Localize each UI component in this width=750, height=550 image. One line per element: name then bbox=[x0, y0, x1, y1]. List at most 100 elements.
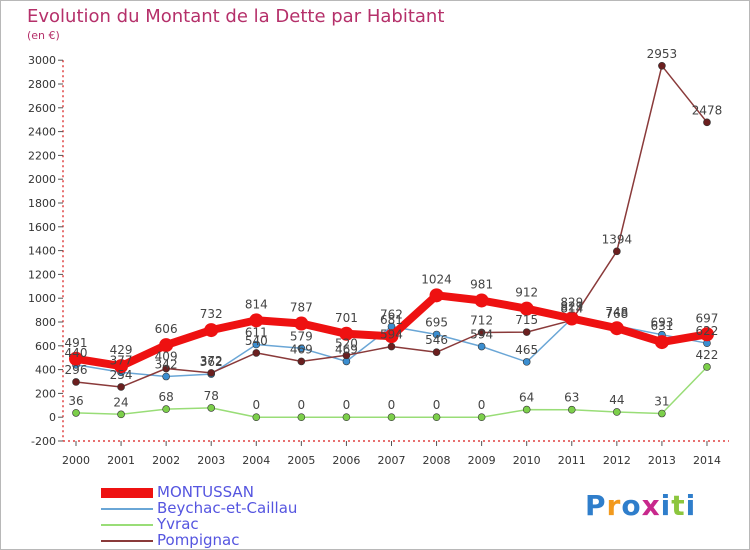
data-label-beychac-et-caillau: 465 bbox=[515, 343, 538, 357]
x-tick-label: 2003 bbox=[197, 454, 225, 467]
legend-swatch-beychac-et-caillau bbox=[101, 508, 153, 510]
x-tick-label: 2013 bbox=[648, 454, 676, 467]
data-point-montussan bbox=[519, 301, 534, 316]
y-tick-label: 2000 bbox=[28, 173, 56, 186]
y-tick-label: 1600 bbox=[28, 221, 56, 234]
data-label-yvrac: 0 bbox=[433, 398, 441, 412]
data-label-beychac-et-caillau: 469 bbox=[335, 342, 358, 356]
y-tick-label: 800 bbox=[35, 316, 56, 329]
data-point-montussan bbox=[69, 351, 83, 366]
x-tick-label: 2004 bbox=[242, 454, 270, 467]
data-point-yvrac bbox=[342, 413, 351, 422]
data-label-pompignac: 372 bbox=[200, 354, 223, 368]
data-point-yvrac bbox=[567, 405, 576, 414]
data-label-pompignac: 594 bbox=[380, 328, 403, 342]
data-point-montussan bbox=[699, 327, 714, 342]
data-point-pompignac bbox=[658, 61, 666, 70]
data-point-yvrac bbox=[297, 413, 306, 422]
data-point-beychac-et-caillau bbox=[522, 358, 531, 366]
data-point-beychac-et-caillau bbox=[252, 340, 261, 349]
data-label-yvrac: 0 bbox=[252, 398, 260, 412]
logo-letter: P bbox=[585, 489, 607, 522]
data-point-pompignac bbox=[252, 349, 261, 357]
y-axis-unit-label: (en €) bbox=[27, 29, 60, 42]
data-label-pompignac: 546 bbox=[425, 333, 448, 347]
data-point-beychac-et-caillau bbox=[477, 342, 486, 351]
data-label-beychac-et-caillau: 579 bbox=[290, 329, 313, 343]
data-label-montussan: 1024 bbox=[421, 272, 452, 286]
data-point-montussan bbox=[294, 316, 309, 331]
data-label-pompignac: 2953 bbox=[647, 47, 678, 61]
logo-letter: t bbox=[671, 489, 686, 522]
data-point-pompignac bbox=[297, 357, 306, 366]
data-point-montussan bbox=[609, 321, 624, 336]
x-tick-label: 2010 bbox=[513, 454, 541, 467]
data-point-yvrac bbox=[703, 363, 711, 371]
data-label-montussan: 491 bbox=[65, 336, 88, 350]
data-point-montussan bbox=[429, 288, 444, 303]
data-point-yvrac bbox=[432, 413, 441, 422]
data-point-montussan bbox=[249, 313, 264, 328]
data-point-pompignac bbox=[72, 378, 80, 386]
y-tick-label: 2600 bbox=[28, 102, 56, 115]
data-point-pompignac bbox=[387, 342, 396, 351]
legend-label-montussan: MONTUSSAN bbox=[157, 483, 254, 501]
data-point-pompignac bbox=[432, 348, 441, 357]
data-label-montussan: 681 bbox=[380, 313, 403, 327]
logo-letter: i bbox=[660, 489, 672, 522]
series-montussan bbox=[69, 288, 714, 374]
data-point-beychac-et-caillau bbox=[297, 344, 306, 353]
data-point-beychac-et-caillau bbox=[432, 330, 441, 339]
data-label-pompignac: 520 bbox=[335, 336, 358, 350]
y-tick-label: 2400 bbox=[28, 126, 56, 139]
y-tick-label: 600 bbox=[35, 340, 56, 353]
data-label-montussan: 697 bbox=[696, 311, 719, 325]
x-tick-label: 2007 bbox=[377, 454, 405, 467]
logo-letter: x bbox=[641, 489, 661, 522]
data-label-pompignac: 814 bbox=[560, 301, 583, 315]
data-point-montussan bbox=[114, 359, 129, 374]
logo-letter: o bbox=[621, 489, 642, 522]
series-yvrac bbox=[72, 363, 711, 422]
data-point-montussan bbox=[204, 323, 219, 338]
data-label-beychac-et-caillau: 594 bbox=[470, 328, 493, 342]
data-label-beychac-et-caillau: 829 bbox=[560, 300, 583, 314]
x-tick-label: 2000 bbox=[62, 454, 90, 467]
chart-title: Evolution du Montant de la Dette par Hab… bbox=[27, 6, 445, 27]
data-label-pompignac: 715 bbox=[515, 313, 538, 327]
y-tick-label: -200 bbox=[31, 435, 56, 448]
x-tick-label: 2006 bbox=[332, 454, 360, 467]
x-tick-label: 2008 bbox=[423, 454, 451, 467]
data-point-yvrac bbox=[207, 404, 216, 412]
data-label-pompignac: 409 bbox=[155, 350, 178, 364]
data-label-beychac-et-caillau: 622 bbox=[696, 324, 719, 338]
data-label-montussan: 912 bbox=[515, 286, 538, 300]
legend-label-pompignac: Pompignac bbox=[157, 531, 240, 549]
data-label-montussan: 631 bbox=[650, 319, 673, 333]
data-label-pompignac: 540 bbox=[245, 334, 268, 348]
data-point-yvrac bbox=[613, 408, 621, 416]
axes: -200020040060080010001200140016001800200… bbox=[28, 54, 729, 467]
data-label-pompignac: 2478 bbox=[692, 103, 723, 117]
data-point-yvrac bbox=[522, 405, 531, 414]
data-label-beychac-et-caillau: 762 bbox=[380, 308, 403, 322]
data-label-yvrac: 63 bbox=[564, 391, 579, 405]
data-label-yvrac: 0 bbox=[343, 398, 351, 412]
data-label-montussan: 701 bbox=[335, 311, 358, 325]
data-label-montussan: 829 bbox=[560, 296, 583, 310]
y-tick-label: 400 bbox=[35, 364, 56, 377]
data-label-beychac-et-caillau: 342 bbox=[155, 358, 178, 372]
data-point-yvrac bbox=[387, 413, 396, 422]
data-label-beychac-et-caillau: 362 bbox=[200, 355, 223, 369]
x-tick-label: 2001 bbox=[107, 454, 135, 467]
data-point-pompignac bbox=[117, 383, 125, 391]
data-label-montussan: 748 bbox=[605, 305, 628, 319]
data-point-montussan bbox=[474, 293, 489, 308]
y-tick-label: 1000 bbox=[28, 292, 56, 305]
x-tick-label: 2005 bbox=[287, 454, 315, 467]
data-point-yvrac bbox=[72, 409, 80, 417]
data-point-yvrac bbox=[252, 413, 261, 422]
y-tick-label: 0 bbox=[49, 411, 56, 424]
